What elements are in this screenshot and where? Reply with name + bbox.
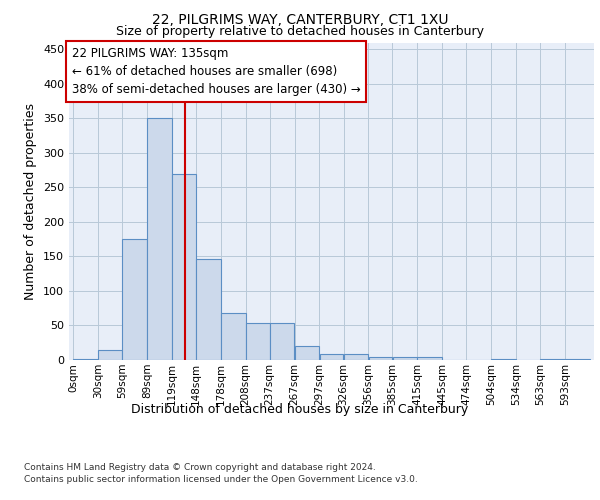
Text: 22, PILGRIMS WAY, CANTERBURY, CT1 1XU: 22, PILGRIMS WAY, CANTERBURY, CT1 1XU bbox=[152, 12, 448, 26]
Bar bbox=[122, 239, 147, 360]
Bar bbox=[295, 346, 319, 360]
Bar bbox=[172, 174, 196, 360]
Bar bbox=[246, 324, 269, 360]
Bar bbox=[320, 354, 343, 360]
Bar bbox=[418, 356, 442, 360]
Bar bbox=[196, 258, 221, 360]
Text: Size of property relative to detached houses in Canterbury: Size of property relative to detached ho… bbox=[116, 25, 484, 38]
Bar bbox=[73, 358, 98, 360]
Text: Distribution of detached houses by size in Canterbury: Distribution of detached houses by size … bbox=[131, 402, 469, 415]
Bar bbox=[565, 358, 590, 360]
Bar bbox=[368, 356, 392, 360]
Y-axis label: Number of detached properties: Number of detached properties bbox=[25, 103, 37, 300]
Bar bbox=[491, 358, 516, 360]
Bar bbox=[344, 354, 368, 360]
Bar bbox=[98, 350, 122, 360]
Text: 22 PILGRIMS WAY: 135sqm
← 61% of detached houses are smaller (698)
38% of semi-d: 22 PILGRIMS WAY: 135sqm ← 61% of detache… bbox=[71, 48, 361, 96]
Bar bbox=[221, 313, 245, 360]
Bar bbox=[270, 324, 295, 360]
Bar bbox=[392, 356, 417, 360]
Bar bbox=[540, 358, 565, 360]
Bar bbox=[147, 118, 172, 360]
Text: Contains public sector information licensed under the Open Government Licence v3: Contains public sector information licen… bbox=[24, 475, 418, 484]
Text: Contains HM Land Registry data © Crown copyright and database right 2024.: Contains HM Land Registry data © Crown c… bbox=[24, 462, 376, 471]
